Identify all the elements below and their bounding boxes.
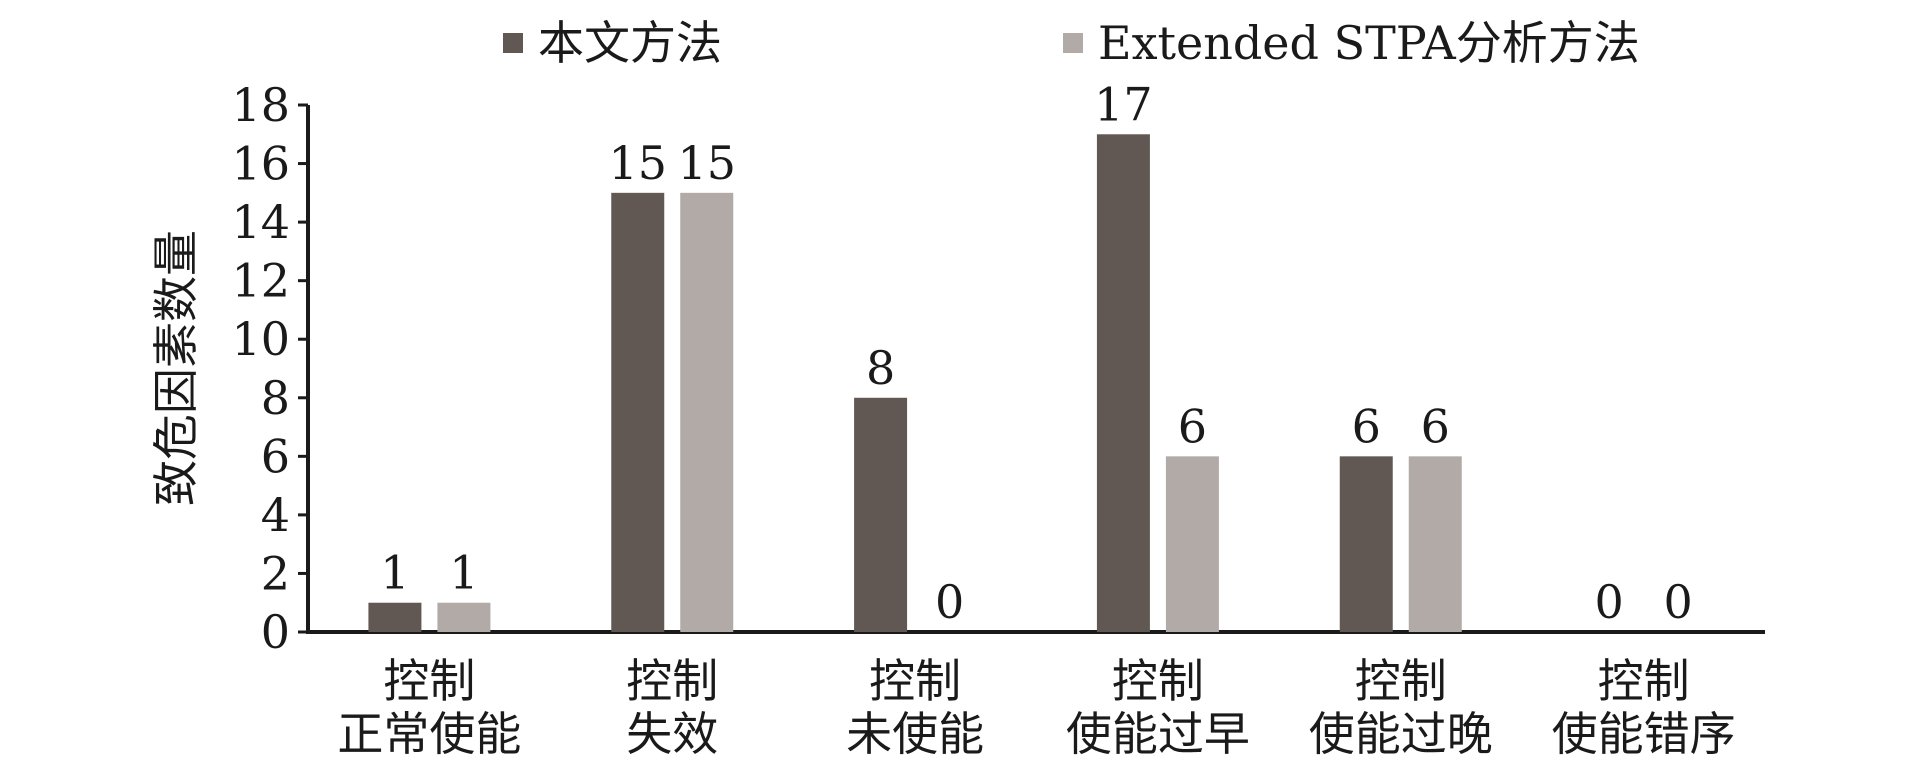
bar-series1-cat3 bbox=[854, 397, 908, 632]
x-tick-label: 控制 bbox=[1355, 654, 1447, 708]
data-label: 15 bbox=[677, 136, 736, 190]
legend-swatch-1 bbox=[503, 33, 523, 53]
bar-series1-cat2 bbox=[611, 192, 665, 633]
y-tick-label: 18 bbox=[231, 78, 290, 132]
bars bbox=[368, 134, 1462, 633]
bar-series2-cat4 bbox=[1165, 456, 1219, 632]
y-tick-label: 10 bbox=[231, 312, 290, 366]
bar-series2-cat2 bbox=[680, 192, 734, 633]
x-tick-label: 控制 bbox=[1598, 654, 1690, 708]
y-tick-label: 0 bbox=[261, 605, 290, 659]
data-label: 6 bbox=[1178, 399, 1207, 453]
x-tick-label: 使能过晚 bbox=[1309, 707, 1493, 761]
x-tick-label: 控制 bbox=[626, 654, 718, 708]
x-tick-label: 正常使能 bbox=[337, 707, 521, 761]
data-label: 6 bbox=[1352, 399, 1381, 453]
y-axis-label: 致危因素数量 bbox=[149, 230, 203, 506]
y-tick-label: 8 bbox=[261, 371, 290, 425]
y-axis-label-group: 致危因素数量 bbox=[149, 230, 203, 506]
axes: 024681012141618控制正常使能控制失效控制未使能控制使能过早控制使能… bbox=[231, 78, 1765, 761]
x-tick-label: 未使能 bbox=[846, 707, 984, 761]
x-tick-label: 控制 bbox=[383, 654, 475, 708]
x-tick-label: 控制 bbox=[869, 654, 961, 708]
bar-series2-cat5 bbox=[1408, 456, 1462, 632]
y-tick-label: 2 bbox=[261, 546, 290, 600]
data-label: 0 bbox=[935, 575, 964, 629]
legend-swatch-2 bbox=[1063, 33, 1083, 53]
y-tick-label: 12 bbox=[231, 254, 290, 308]
x-tick-label: 失效 bbox=[626, 707, 718, 761]
y-tick-label: 6 bbox=[261, 429, 290, 483]
y-tick-label: 14 bbox=[231, 195, 290, 249]
data-label: 1 bbox=[449, 546, 478, 600]
legend-label-2: Extended STPA分析方法 bbox=[1098, 16, 1640, 70]
bar-series1-cat5 bbox=[1339, 456, 1393, 632]
bar-series1-cat1 bbox=[368, 602, 422, 632]
x-tick-label: 使能错序 bbox=[1552, 707, 1736, 761]
data-label: 1 bbox=[380, 546, 409, 600]
x-tick-label: 控制 bbox=[1112, 654, 1204, 708]
data-label: 8 bbox=[866, 341, 895, 395]
bar-series1-cat4 bbox=[1096, 134, 1150, 632]
data-label: 0 bbox=[1594, 575, 1623, 629]
bar-series2-cat1 bbox=[437, 602, 491, 632]
data-label: 0 bbox=[1663, 575, 1692, 629]
x-tick-label: 使能过早 bbox=[1066, 707, 1250, 761]
data-label: 17 bbox=[1094, 77, 1153, 131]
y-tick-label: 16 bbox=[231, 137, 290, 191]
legend: 本文方法 Extended STPA分析方法 bbox=[503, 16, 1640, 70]
y-tick-label: 4 bbox=[261, 488, 290, 542]
data-label: 15 bbox=[608, 136, 667, 190]
data-label: 6 bbox=[1421, 399, 1450, 453]
legend-label-1: 本文方法 bbox=[538, 16, 722, 70]
